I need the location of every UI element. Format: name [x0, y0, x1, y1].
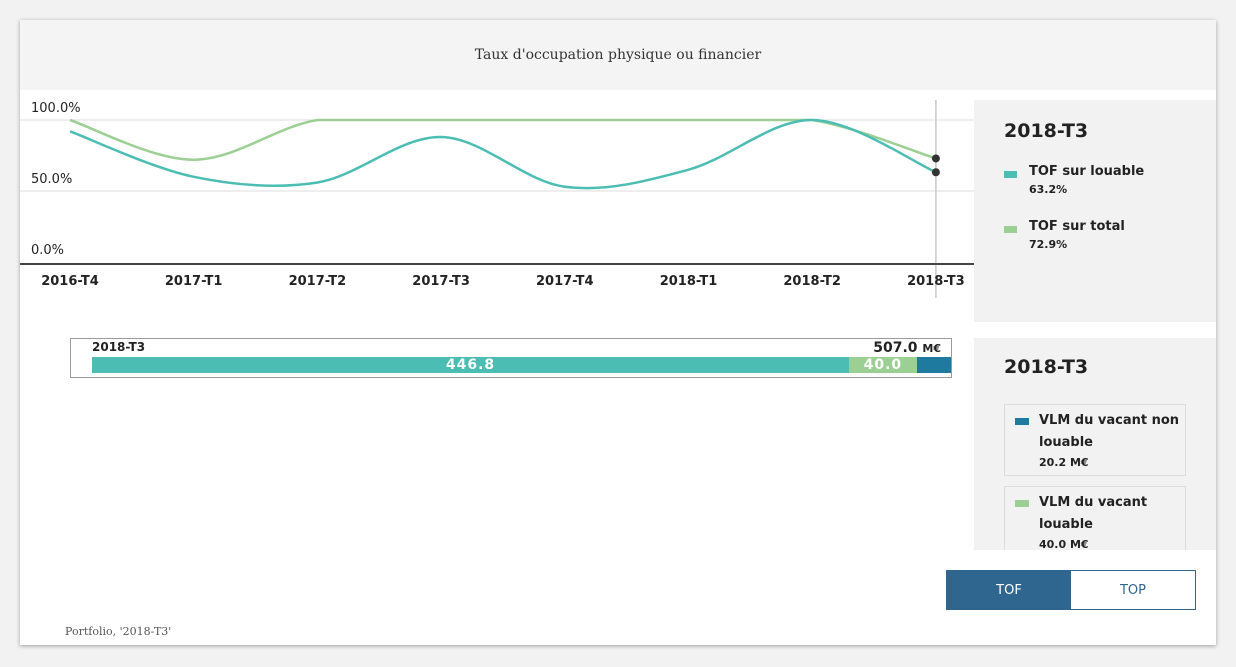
x-tick-label: 2018-T2: [783, 274, 841, 289]
tof-legend-panel: 2018-T3 TOF sur louable 63.2% TOF sur to…: [974, 100, 1216, 322]
toggle-tof-button[interactable]: TOF: [947, 571, 1071, 609]
legend-label: TOF sur total: [1029, 219, 1125, 234]
y-axis-ticks: 100.0% 50.0% 0.0%: [31, 101, 81, 258]
x-tick-label: 2018-T3: [907, 274, 965, 289]
x-tick-label: 2016-T4: [41, 274, 99, 289]
line-chart: 100.0%50.0%0.0% 2016-T4 2017-T1 2017-T2 201…: [20, 100, 974, 298]
y-tick-label: 0.0%: [31, 243, 64, 258]
legend-swatch: [1015, 500, 1029, 507]
y-tick-label: 50.0%: [31, 172, 72, 187]
legend-value: 20.2 M€: [1039, 456, 1089, 469]
x-axis-ticks: 2016-T4 2017-T1 2017-T2 2017-T3 2017-T4 2018-…: [41, 274, 964, 289]
bar-segment[interactable]: 40.0: [849, 357, 917, 373]
tof-panel-period: 2018-T3: [1004, 120, 1089, 142]
grid-lines: [20, 100, 974, 298]
stacked-bar-track: 446.8 40.0: [92, 357, 951, 373]
bar-segment[interactable]: [916, 357, 951, 373]
bar-segment[interactable]: 446.8: [92, 357, 849, 373]
series-line: [69, 118, 937, 162]
chart-title: Taux d'occupation physique ou financier: [474, 47, 762, 63]
bar-total-value: 507.0: [873, 340, 918, 356]
vlm-panel-period: 2018-T3: [1004, 356, 1089, 378]
data-point[interactable]: [931, 168, 940, 177]
tof-top-toggle: TOF TOP: [946, 570, 1196, 610]
bar-total-unit: M€: [922, 342, 941, 355]
vlm-legend-panel: 2018-T3 VLM du vacant non louable 20.2 M…: [974, 338, 1216, 550]
legend-item-vlm-non-louable[interactable]: VLM du vacant non louable 20.2 M€: [1004, 404, 1186, 476]
legend-value: 72.9%: [1029, 238, 1068, 251]
chart-header: Taux d'occupation physique ou financier: [20, 20, 1216, 90]
stacked-bar-box: 2018-T3 507.0 M€ 446.8 40.0: [70, 338, 952, 378]
x-tick-label: 2018-T1: [660, 274, 718, 289]
x-tick-label: 2017-T3: [412, 274, 470, 289]
x-tick-label: 2017-T2: [289, 274, 347, 289]
series-line: [69, 118, 937, 190]
legend-swatch: [1004, 171, 1017, 178]
legend-value: 40.0 M€: [1039, 538, 1089, 550]
legend-swatch: [1004, 226, 1017, 233]
bar-total-label: 507.0 M€: [873, 340, 941, 356]
x-tick-label: 2017-T4: [536, 274, 594, 289]
bar-period-label: 2018-T3: [92, 340, 146, 354]
x-tick-label: 2017-T1: [165, 274, 223, 289]
toggle-top-button[interactable]: TOP: [1071, 571, 1195, 609]
chart-card: Taux d'occupation physique ou financier …: [20, 20, 1216, 645]
legend-label: VLM du vacant non louable: [1039, 413, 1180, 450]
data-point[interactable]: [931, 154, 940, 163]
legend-label: TOF sur louable: [1029, 164, 1145, 179]
y-tick-label: 100.0%: [31, 101, 81, 116]
legend-item-vlm-louable[interactable]: VLM du vacant louable 40.0 M€: [1004, 486, 1186, 550]
legend-value: 63.2%: [1029, 183, 1068, 196]
footnote: Portfolio, '2018-T3': [65, 625, 172, 638]
legend-label: VLM du vacant louable: [1039, 495, 1148, 532]
series-lines: [69, 118, 940, 190]
legend-swatch: [1015, 418, 1029, 425]
